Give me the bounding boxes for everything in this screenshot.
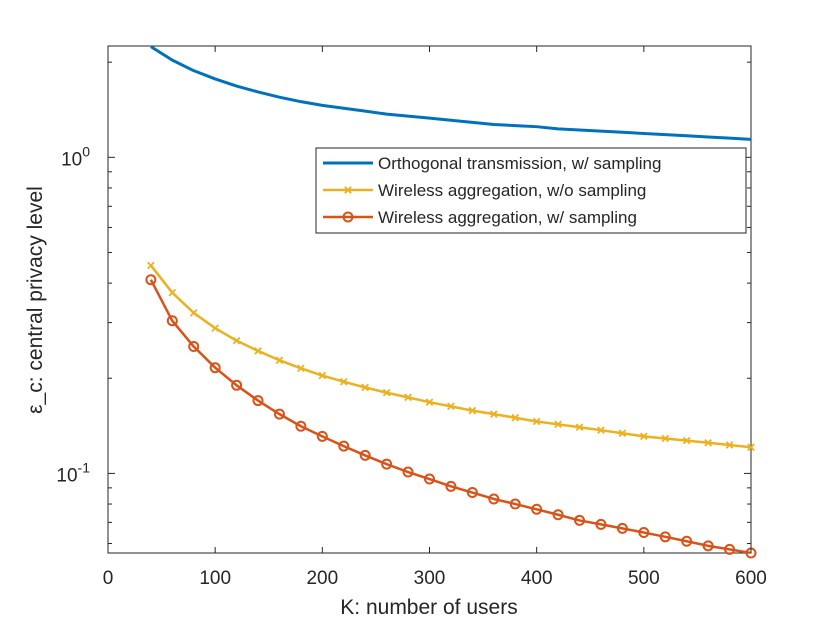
data-point: [381, 458, 393, 470]
data-point: [295, 420, 307, 432]
legend-label: Wireless aggregation, w/o sampling: [378, 181, 646, 200]
data-point: [468, 406, 477, 415]
data-point: [639, 432, 648, 441]
data-point: [342, 211, 354, 223]
data-point: [359, 449, 371, 461]
data-point: [339, 377, 348, 386]
data-point: [511, 413, 520, 422]
data-point: [445, 480, 457, 492]
data-point: [704, 438, 712, 447]
data-point: [211, 324, 220, 333]
data-point: [702, 540, 714, 552]
series-1: [150, 46, 751, 141]
data-point: [681, 535, 693, 547]
data-point: [661, 434, 670, 443]
legend-label: Wireless aggregation, w/ sampling: [378, 208, 637, 227]
data-point: [344, 186, 352, 194]
data-point: [316, 430, 328, 442]
x-tick-label: 0: [103, 568, 114, 589]
x-tick-label: 100: [199, 568, 231, 589]
data-point: [554, 420, 562, 429]
legend-item: Wireless aggregation, w/o sampling: [323, 181, 646, 200]
data-point: [724, 543, 736, 555]
series-line: [149, 264, 751, 449]
y-axis-label: ε_c: central privacy level: [24, 186, 47, 414]
y-axis: 10-1 100: [56, 61, 751, 545]
data-point: [488, 493, 500, 505]
data-point: [252, 395, 264, 407]
data-point: [575, 423, 584, 432]
data-point: [402, 466, 414, 478]
data-point: [166, 315, 178, 327]
data-point: [188, 341, 200, 353]
data-point: [209, 362, 221, 374]
data-point: [597, 426, 605, 435]
series-line: [150, 46, 751, 141]
data-point: [318, 371, 327, 380]
data-point: [361, 383, 370, 392]
data-point: [552, 509, 564, 521]
legend-box: [315, 147, 747, 234]
legend: Orthogonal transmission, w/ sampling Wire…: [315, 147, 747, 234]
data-point: [231, 379, 243, 391]
x-tick-label: 300: [414, 568, 446, 589]
data-point: [425, 398, 434, 407]
x-axis-label: K: number of users: [340, 596, 517, 619]
plot-area: [107, 45, 757, 559]
x-tick-label: 400: [521, 568, 553, 589]
data-point: [404, 393, 412, 402]
data-point: [747, 443, 755, 452]
data-point: [616, 522, 628, 534]
x-tick-label: 500: [628, 568, 660, 589]
x-tick-label: 200: [306, 568, 338, 589]
data-point: [232, 336, 241, 345]
data-point: [682, 436, 691, 445]
data-point: [659, 531, 671, 543]
data-point: [147, 261, 155, 270]
data-point: [338, 440, 350, 452]
x-axis: 0 100 200 300 400 500 600: [103, 46, 767, 589]
data-point: [189, 309, 198, 317]
series-markers: [145, 274, 757, 559]
series-markers: [147, 261, 755, 452]
data-point: [489, 410, 498, 418]
data-point: [424, 473, 435, 485]
data-point: [466, 487, 478, 499]
series-2: [149, 264, 751, 449]
data-point: [595, 518, 607, 530]
data-point: [275, 356, 284, 365]
series-3: [149, 279, 751, 553]
data-point: [168, 288, 177, 297]
data-point: [532, 417, 541, 426]
data-point: [509, 498, 521, 510]
axes-box: [107, 45, 752, 554]
data-point: [574, 514, 586, 526]
data-point: [273, 408, 285, 420]
legend-label: Orthogonal transmission, w/ sampling: [378, 154, 661, 173]
series-line: [149, 279, 751, 553]
y-tick-label: 10-1: [56, 459, 90, 486]
data-point: [531, 503, 543, 515]
data-point: [725, 441, 734, 449]
legend-item: Orthogonal transmission, w/ sampling: [323, 154, 661, 173]
data-point: [382, 388, 391, 397]
data-point: [254, 347, 262, 355]
data-point: [447, 402, 455, 411]
data-point: [145, 274, 157, 286]
data-point: [618, 429, 627, 438]
data-point: [638, 527, 650, 539]
y-tick-label: 100: [61, 143, 90, 170]
x-tick-label: 600: [735, 568, 767, 589]
legend-item: Wireless aggregation, w/ sampling: [323, 208, 637, 227]
data-point: [297, 364, 305, 373]
